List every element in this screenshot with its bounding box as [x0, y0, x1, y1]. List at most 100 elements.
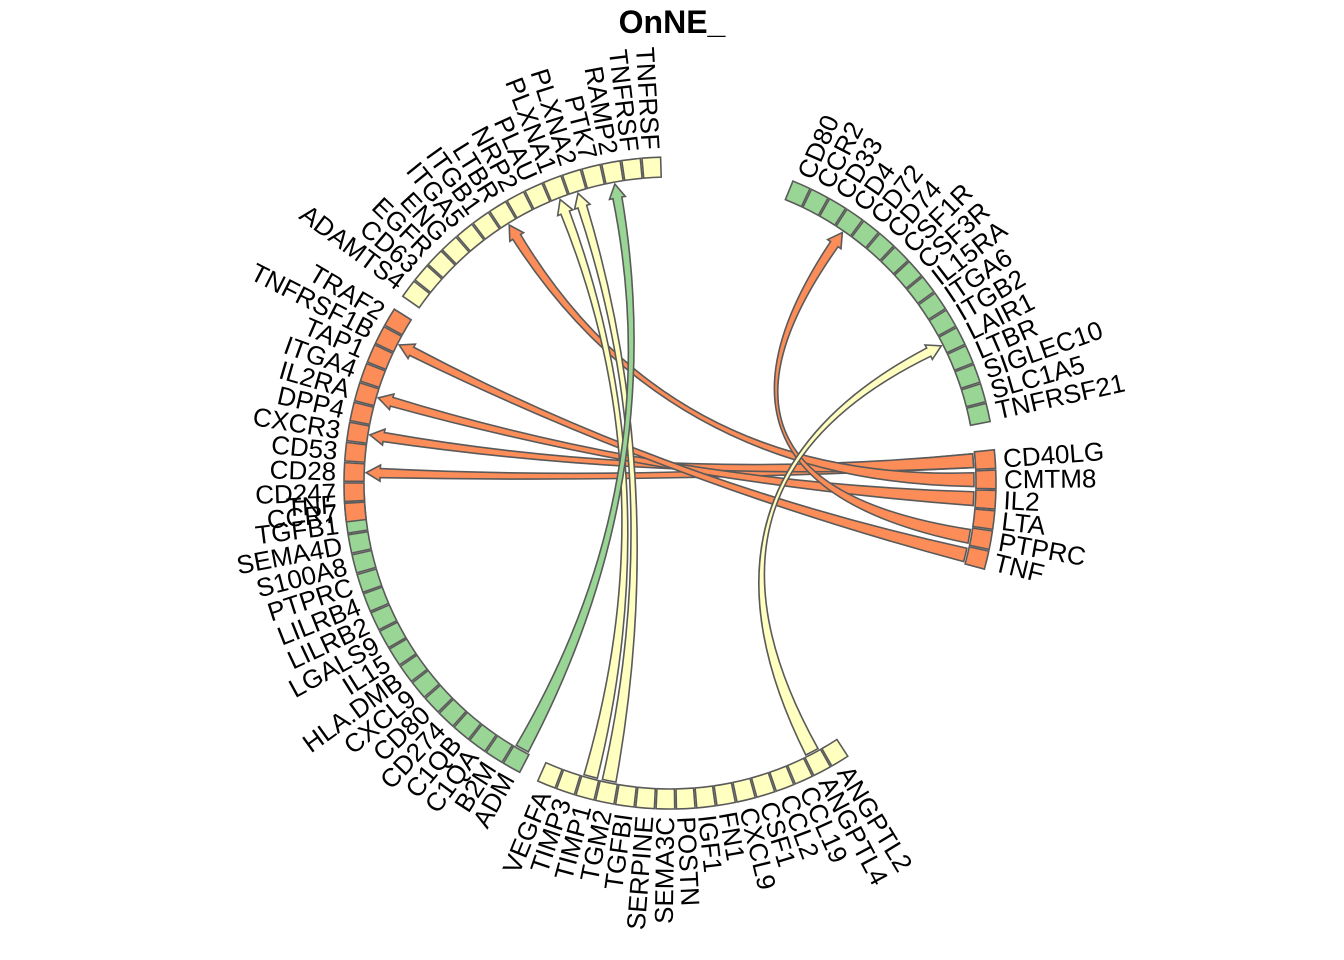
segment-adamts4: [401, 280, 431, 309]
segment-lilrb4: [362, 586, 390, 613]
segment-itga5: [456, 223, 486, 253]
segment-b2m: [485, 734, 514, 764]
segment-sema4d: [347, 530, 373, 555]
segment-lgals9: [378, 621, 407, 649]
segment-ccr7: [343, 501, 368, 523]
sector-label-tnfrsf: TNFRSF: [630, 46, 666, 150]
segment-csf1: [750, 771, 776, 799]
sector-label-cd40lg: CD40LG: [1002, 436, 1105, 473]
segment-cd80: [424, 684, 454, 714]
segment-nrp2: [505, 190, 534, 220]
sector-label-cmtm8: CMTM8: [1004, 463, 1097, 494]
sector-label-il2: IL2: [1003, 485, 1041, 517]
segment-cd33: [818, 197, 847, 227]
segment-lta: [971, 508, 996, 531]
segment-vegfa: [536, 761, 564, 790]
segment-hla-dmb: [399, 653, 429, 683]
link-tgm2-to-plxna2: [573, 191, 638, 784]
segment-itga6: [917, 291, 947, 321]
segment-adm: [502, 744, 531, 774]
segment-siglec10: [954, 363, 981, 390]
sector-top-yellow: [401, 156, 663, 309]
segment-plau: [523, 182, 551, 211]
segment-angptl4: [803, 748, 832, 777]
segment-ptk7: [580, 163, 606, 190]
segment-itgb1: [472, 211, 501, 241]
link-tnf-to-tnfrsf1b: [397, 343, 968, 563]
segment-lair1: [937, 326, 967, 354]
segment-dpp4: [349, 401, 375, 426]
segment-cd80: [784, 180, 812, 208]
segment-s100a8: [351, 549, 377, 574]
link-angptl4-to-lair1: [758, 344, 943, 757]
segment-igf1: [694, 785, 717, 809]
sector-label-cd53: CD53: [270, 429, 339, 465]
segment-ramp2: [600, 159, 625, 185]
segment-slc1a5: [960, 382, 987, 408]
segment-cxcl9: [411, 669, 441, 699]
segment-cmtm8: [974, 469, 997, 490]
segment-tnfrsf1b: [374, 325, 403, 353]
segment-ltbr: [946, 344, 975, 372]
link-ptprc-to-cd4: [773, 231, 972, 545]
segment-angptl2: [820, 738, 849, 768]
sector-label-postn: POSTN: [671, 816, 705, 907]
segment-tnf: [964, 545, 990, 571]
segment-cd63: [413, 264, 444, 294]
chart-title: OnNE_: [619, 4, 727, 40]
segment-sema3c: [655, 787, 676, 810]
sector-bottom-right-yellow: [536, 738, 849, 810]
segment-fn1: [713, 781, 737, 807]
segment-cd4: [835, 208, 864, 238]
segment-cd40lg: [973, 448, 997, 471]
link-il2-to-il2ra: [376, 392, 975, 507]
link-adm-to-ramp2: [515, 182, 635, 754]
segment-cd74: [865, 232, 895, 262]
segment-cd247: [343, 482, 366, 503]
segment-timp3: [555, 768, 582, 796]
segment-il2ra: [353, 381, 380, 407]
segment-serpine: [634, 786, 657, 810]
segment-postn: [675, 787, 696, 810]
segment-tgm2: [594, 779, 619, 806]
segment-ptprc: [968, 527, 994, 551]
sector-label-cd28: CD28: [269, 454, 336, 486]
segment-lilrb2: [369, 603, 398, 631]
segment-cd53: [343, 441, 368, 464]
segment-tap1: [366, 343, 394, 371]
segment-traf2: [383, 308, 413, 336]
sector-label-cd247: CD247: [255, 478, 337, 510]
sector-label-tnf: TNF: [285, 489, 337, 522]
segment-c1qa: [468, 723, 498, 753]
segment-ltbr: [488, 200, 517, 230]
link-cmtm8-to-ltbr: [508, 223, 975, 488]
segment-itga4: [359, 362, 387, 389]
sector-label-sema3c: SEMA3C: [649, 817, 681, 924]
segment-csf1r: [880, 245, 910, 276]
sector-label-igf1: IGF1: [692, 813, 728, 874]
link-timp1-to-plxna1: [556, 198, 629, 780]
segment-cxcr3: [345, 421, 371, 445]
segment-tgfbi: [614, 783, 638, 808]
ring-layer: [343, 156, 997, 810]
sector-top-green: [784, 180, 992, 427]
segment-cxcl9: [731, 777, 757, 803]
segment-ccl2: [768, 765, 795, 793]
segment-cd72: [850, 219, 880, 249]
segment-csf3r: [893, 260, 923, 290]
segment-plxna2: [561, 168, 587, 196]
segment-tnfrsf: [620, 157, 643, 182]
segment-tnfrsf: [641, 156, 663, 179]
sector-label-ccr7: CCR7: [266, 498, 339, 534]
segment-il15ra: [905, 275, 936, 305]
segment-timp1: [574, 774, 600, 801]
segment-cd274: [438, 698, 468, 728]
segment-il2: [974, 489, 997, 510]
segment-egfr: [427, 249, 457, 279]
segment-il15: [388, 637, 418, 666]
segment-ccr2: [801, 188, 830, 217]
links-layer: [364, 182, 975, 784]
segment-itgb2: [928, 308, 957, 337]
